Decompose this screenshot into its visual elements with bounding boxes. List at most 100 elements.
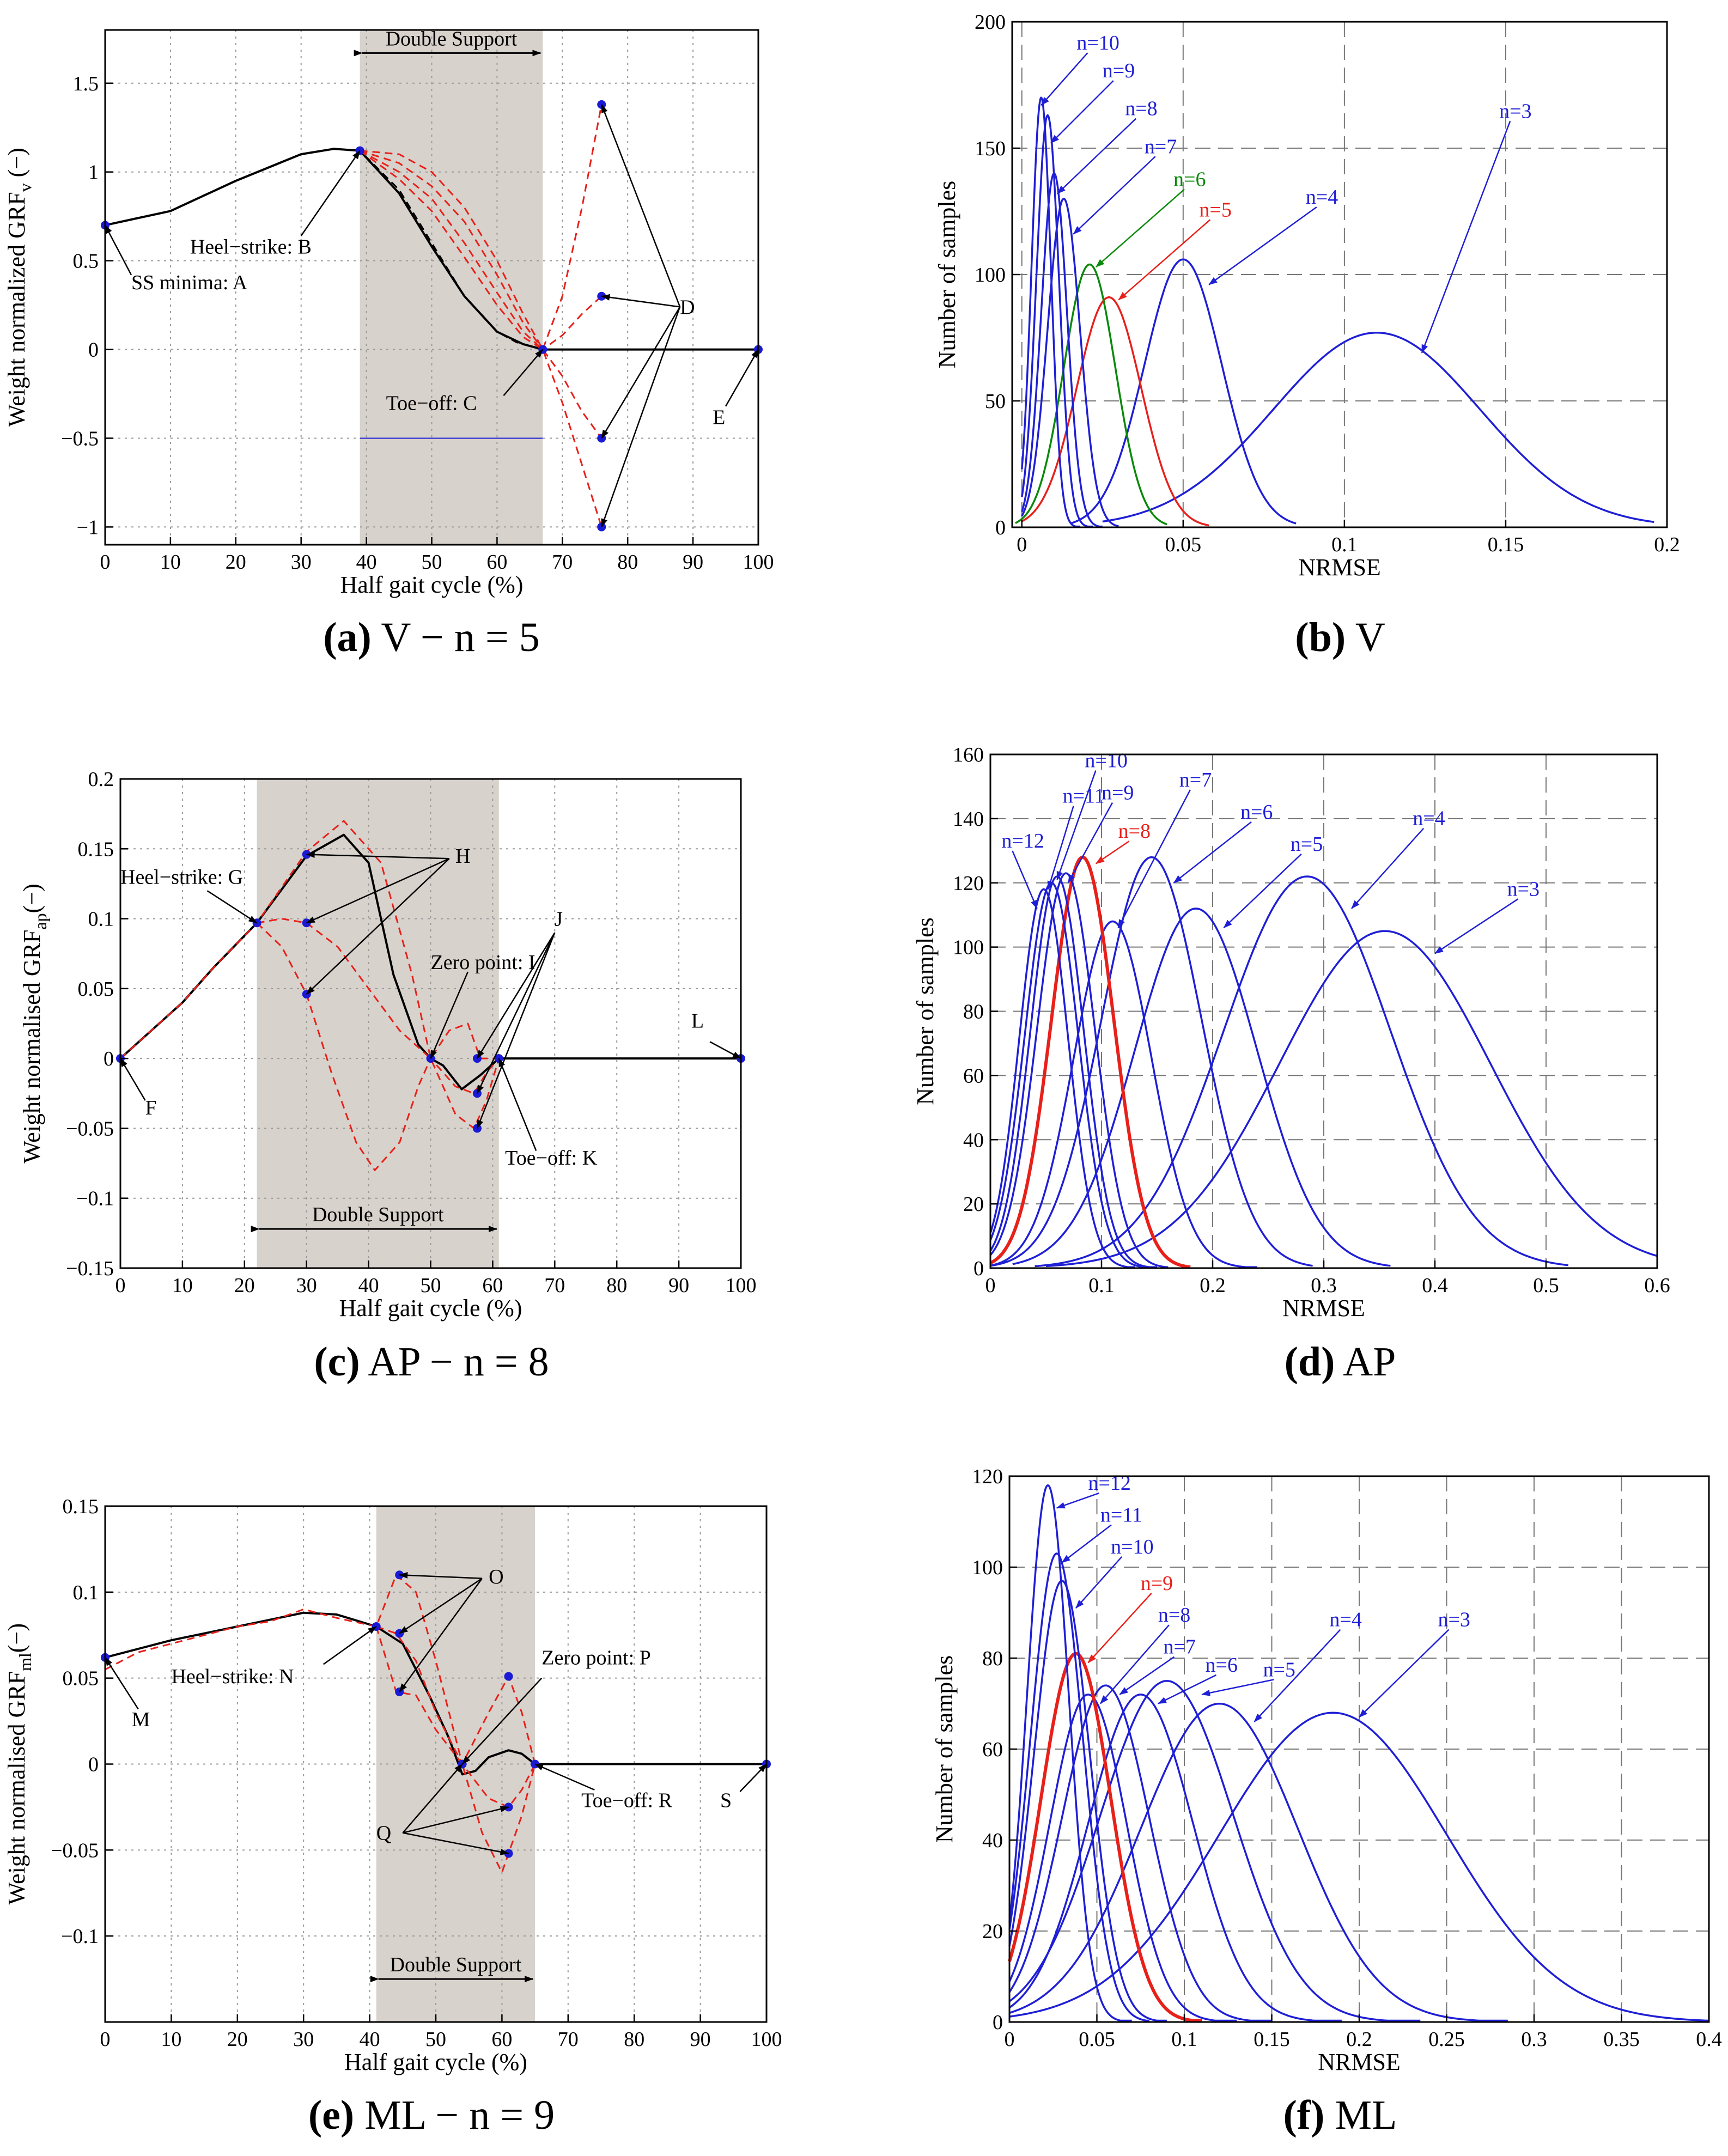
curve-label-n4: n=4 [1329,1609,1361,1631]
x-tick-label: 50 [421,1274,441,1297]
panel-caption-text: ML [1324,2092,1397,2138]
curve-label-n3: n=3 [1438,1609,1470,1631]
curve-label-arrow-n8 [1095,841,1130,864]
x-tick-label: 0.35 [1603,2028,1640,2051]
x-tick-label: 0.1 [1088,1274,1115,1297]
y-tick-label: −0.5 [61,427,99,450]
annotation-arrow [601,294,680,308]
x-tick-label: 60 [482,1274,503,1297]
y-tick-label: −0.05 [51,1839,99,1862]
distribution-curve-n4 [1009,1702,1508,2022]
panel-caption: (b) V [1295,614,1385,660]
curve-label-n5: n=5 [1199,198,1231,221]
distribution-curve-n10 [989,875,1157,1268]
curve-label-arrow-n3 [1434,898,1519,954]
panel-caption: (d) AP [1285,1339,1396,1385]
chart-panel-b-v-nrmse: n=3 n=4 n=5 n=6 n=7 n=8 n=9 n=10 0 0.05 0.1 0.15 0.2… [934,11,1680,660]
distribution-curve-n7 [1021,197,1119,527]
y-tick-label: 0.1 [88,908,114,931]
y-axis-label-subscript: ap [31,913,50,929]
y-tick-label: 0.2 [88,768,114,791]
annotation-arrow [476,932,556,1094]
y-tick-label: 40 [963,1129,984,1152]
curve-label-arrow-n5 [1201,1679,1274,1696]
curve-label-n6: n=6 [1173,168,1206,191]
y-tick-label: −0.15 [66,1257,114,1280]
x-tick-label: 0 [1005,2028,1015,2051]
x-tick-label: 80 [624,2028,644,2051]
y-axis-label-suffix: (−) [3,1623,30,1653]
x-tick-label: 100 [743,551,774,574]
y-axis-label: Weight normalized GRFv (−) [3,148,35,427]
x-tick-label: 0.3 [1311,1274,1337,1297]
y-tick-label: 0.15 [78,838,114,861]
y-tick-label: 120 [972,1465,1003,1488]
y-tick-label: 160 [953,744,984,766]
annotation-label: J [555,908,563,930]
distribution-curve-n9 [989,872,1169,1268]
y-tick-label: 60 [982,1738,1003,1761]
series-line-variant-1 [360,104,603,351]
curve-label-n8: n=8 [1118,820,1151,843]
distribution-curve-n5 [1012,908,1391,1267]
curve-label-n5: n=5 [1263,1658,1295,1681]
x-tick-label: 0.3 [1521,2028,1547,2051]
x-tick-label: 20 [234,1274,255,1297]
curve-label-arrow-n5 [1223,853,1302,929]
x-tick-label: 30 [293,2028,314,2051]
panel-caption: (a) V − n = 5 [323,614,540,660]
y-tick-label: 0.1 [73,1581,99,1604]
annotation-arrow [498,1058,537,1151]
panel-caption-text: AP − n = 8 [360,1339,549,1385]
curve-label-arrow-n8 [1099,1624,1170,1704]
y-tick-label: 0 [88,339,99,362]
annotation-arrow [709,1041,741,1059]
x-axis-label: NRMSE [1318,2049,1401,2075]
x-tick-label: 0.05 [1079,2028,1115,2051]
distribution-curve-n7 [990,920,1257,1268]
series-line-variant-2 [360,150,603,351]
distribution-curve-n9 [1021,114,1093,528]
y-tick-label: −0.1 [76,1187,114,1210]
double-support-band [360,30,543,545]
annotation-arrow [476,932,556,1129]
annotation-label: Zero point: P [541,1646,651,1669]
x-tick-label: 70 [544,1274,565,1297]
curve-label-arrow-n4 [1208,206,1317,285]
x-tick-label: 0.6 [1644,1274,1670,1297]
x-tick-label: 0 [1017,533,1027,556]
x-tick-label: 20 [226,551,246,574]
double-support-label: Double Support [386,27,518,50]
panel-caption-text: AP [1335,1339,1396,1385]
annotation-arrow [306,851,449,860]
curve-label-arrow-n9 [1087,1592,1152,1664]
curve-label-arrow-n6 [1173,821,1252,884]
curve-label-n7: n=7 [1163,1636,1195,1659]
curve-label-n11: n=11 [1063,784,1105,807]
annotation-arrow [206,890,258,924]
annotation-arrow [601,306,681,439]
annotation-arrow [461,1677,543,1765]
panel-caption-letter: (f) [1283,2092,1325,2138]
x-axis-label: NRMSE [1298,554,1381,581]
curve-label-n12: n=12 [1001,830,1044,852]
curve-label-arrow-n7 [1117,789,1191,929]
panel-caption-letter: (a) [323,614,372,660]
y-axis-label-subscript: v [15,183,35,192]
curve-label-arrow-n10 [1041,52,1088,106]
y-axis-label-suffix: (−) [19,884,45,913]
y-axis-label-main: Number of samples [934,181,960,369]
x-tick-label: 60 [491,2028,512,2051]
curve-label-arrow-n11 [1061,1524,1112,1563]
annotation-arrow [300,150,361,236]
double-support-label: Double Support [390,1953,522,1976]
distribution-curve-n6 [1008,1694,1342,2022]
x-tick-label: 0.1 [1171,2028,1197,2051]
y-tick-label: 140 [953,808,984,831]
annotation-label: Toe−off: K [505,1147,598,1170]
y-tick-label: 0.05 [63,1667,99,1690]
key-point-marker [504,1672,513,1681]
annotation-arrow [306,858,450,995]
x-tick-label: 40 [358,1274,379,1297]
distribution-curve-n9 [1008,1652,1202,2023]
